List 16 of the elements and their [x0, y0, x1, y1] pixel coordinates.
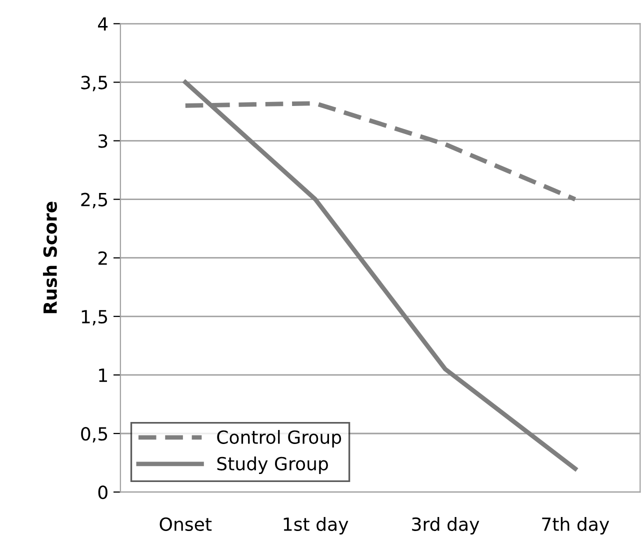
- y-tick-label: 1,5: [82, 310, 108, 326]
- y-tick-label: 4: [98, 17, 108, 31]
- y-tick-label: 2: [98, 251, 107, 265]
- x-tick-label: Onset: [160, 517, 212, 532]
- y-tick-label: 1: [99, 368, 107, 382]
- x-tick-label: 1st day: [284, 517, 348, 535]
- x-tick-label: 3rd day: [412, 517, 480, 535]
- y-axis-title: Rush Score: [42, 202, 57, 314]
- y-tick-label: 3: [98, 134, 108, 148]
- y-tick-label: 0,5: [81, 426, 108, 442]
- y-tick-label: 3,5: [81, 76, 108, 92]
- y-tick-label: 2,5: [81, 192, 108, 208]
- legend-label: Control Group: [217, 430, 342, 448]
- x-tick-label: 7th day: [542, 517, 610, 535]
- y-tick-label: 0: [98, 486, 108, 500]
- legend-label: Study Group: [217, 456, 328, 474]
